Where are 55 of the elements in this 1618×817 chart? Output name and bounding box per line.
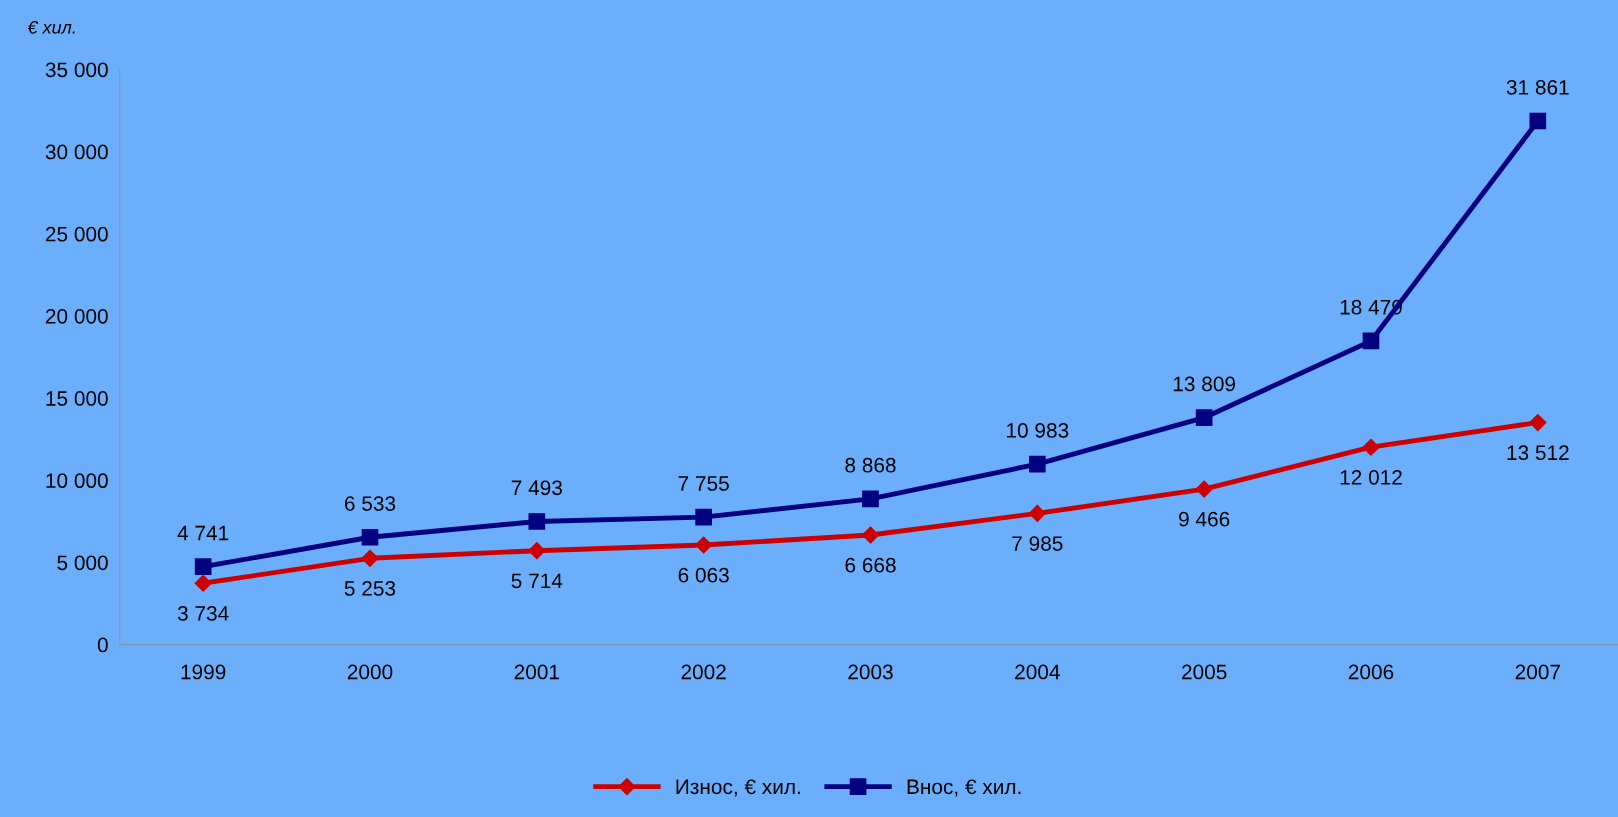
data-label: 12 012 xyxy=(1340,469,1402,485)
x-tick-label: 2002 xyxy=(681,664,726,680)
point xyxy=(1362,332,1380,350)
point xyxy=(1529,414,1547,432)
point xyxy=(1028,504,1046,522)
y-axis-title: € хил. xyxy=(27,20,75,34)
point xyxy=(862,490,879,508)
legend-label: Внос, € хил. xyxy=(907,779,1021,797)
x-tick-label: 1999 xyxy=(181,664,226,680)
point xyxy=(361,528,379,546)
point xyxy=(1529,112,1547,130)
data-label: 13 512 xyxy=(1507,445,1569,461)
y-tick-label: 20 000 xyxy=(45,308,108,324)
data-label: 7 755 xyxy=(678,476,729,491)
data-label: 5 253 xyxy=(344,581,396,596)
x-tick-label: 2006 xyxy=(1348,664,1394,680)
data-label: 9 466 xyxy=(1179,511,1230,527)
x-tick-label: 2005 xyxy=(1182,664,1227,680)
point xyxy=(695,508,712,526)
x-tick-label: 2007 xyxy=(1515,664,1560,680)
point xyxy=(194,558,212,576)
data-label: 3 734 xyxy=(177,606,229,621)
data-label: 31 861 xyxy=(1506,79,1569,95)
x-tick-label: 2000 xyxy=(347,664,393,680)
point xyxy=(194,574,212,592)
data-label: 6 668 xyxy=(845,557,896,573)
point xyxy=(361,549,379,567)
point xyxy=(1195,480,1213,498)
x-tick-label: 2003 xyxy=(848,664,893,680)
point xyxy=(695,536,713,554)
point xyxy=(1362,438,1380,456)
point xyxy=(528,542,546,560)
y-tick-label: 0 xyxy=(97,637,108,653)
data-label: 7 493 xyxy=(511,480,562,496)
data-label: 6 533 xyxy=(344,496,396,511)
data-label: 7 985 xyxy=(1012,536,1063,551)
point xyxy=(1028,455,1046,473)
y-tick-label: 15 000 xyxy=(46,391,108,406)
legend-label: Износ, € хил. xyxy=(676,779,800,797)
y-tick-label: 5 000 xyxy=(57,555,108,571)
x-tick-label: 2004 xyxy=(1015,664,1060,680)
y-tick-label: 35 000 xyxy=(45,62,108,78)
point xyxy=(1195,409,1213,427)
data-label: 4 741 xyxy=(177,525,229,541)
y-tick-label: 10 000 xyxy=(46,473,108,489)
point xyxy=(861,526,880,544)
x-tick-label: 2001 xyxy=(514,664,559,680)
point xyxy=(528,513,546,530)
data-label: 10 983 xyxy=(1007,423,1069,438)
data-label: 8 868 xyxy=(845,457,896,473)
data-label: 13 809 xyxy=(1173,376,1236,392)
y-tick-label: 25 000 xyxy=(45,226,108,242)
data-label: 5 714 xyxy=(511,573,563,589)
y-tick-label: 30 000 xyxy=(45,144,108,160)
data-label: 6 063 xyxy=(678,567,729,583)
